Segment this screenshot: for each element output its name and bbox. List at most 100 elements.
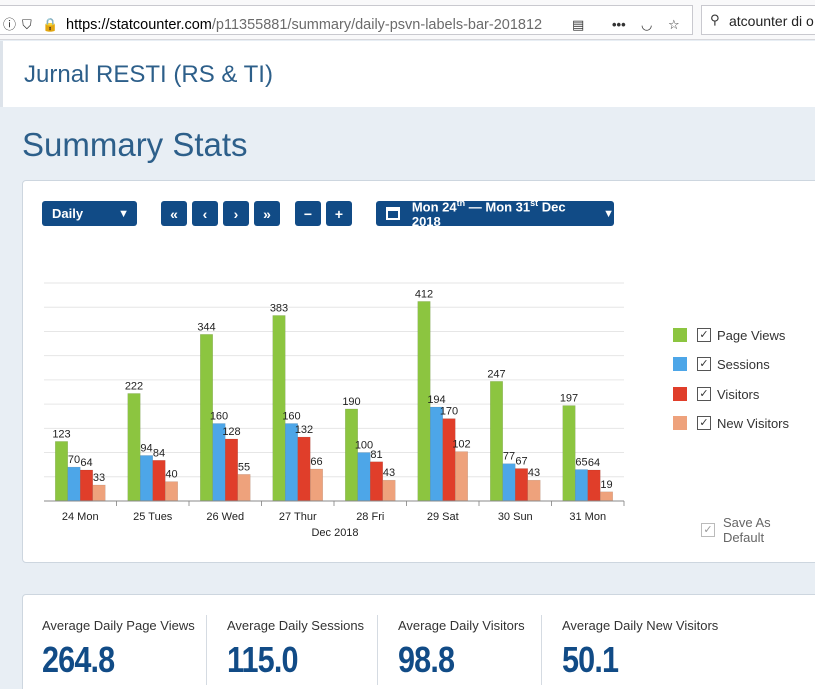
page-actions-icon[interactable]: ••• <box>612 17 626 32</box>
legend-item[interactable]: ✓ Sessions <box>673 356 770 372</box>
bar <box>575 469 588 502</box>
bar <box>370 461 383 502</box>
save-default-checkbox[interactable]: ✓ <box>701 523 715 537</box>
stat-sessions: Average Daily Sessions 115.0 <box>227 618 364 681</box>
data-label: 190 <box>342 396 360 408</box>
stat-page-views: Average Daily Page Views 264.8 <box>42 618 195 681</box>
page-title: Summary Stats <box>22 126 248 163</box>
site-title[interactable]: Jurnal RESTI (RS & TI) <box>24 61 273 88</box>
stat-label: Average Daily Visitors <box>398 618 525 633</box>
search-text[interactable]: atcounter di o <box>729 13 814 29</box>
stat-label: Average Daily New Visitors <box>562 618 719 633</box>
data-label: 132 <box>295 424 313 436</box>
period-dropdown[interactable]: Daily ▼ <box>42 201 137 226</box>
legend-checkbox[interactable]: ✓ <box>697 328 711 342</box>
data-label: 100 <box>355 440 373 452</box>
legend-item[interactable]: ✓ New Visitors <box>673 415 789 431</box>
data-label: 66 <box>310 456 322 468</box>
period-label: Daily <box>52 206 84 221</box>
bar <box>297 436 311 502</box>
bar <box>600 491 613 502</box>
data-label: 84 <box>153 447 165 459</box>
data-label: 247 <box>487 368 505 380</box>
data-label: 81 <box>370 449 382 461</box>
bar <box>587 469 601 502</box>
legend-swatch <box>673 357 687 371</box>
stat-new-visitors: Average Daily New Visitors 50.1 <box>562 618 718 681</box>
calendar-icon <box>386 207 400 220</box>
date-range-picker[interactable]: Mon 24th — Mon 31st Dec 2018 ▼ <box>376 198 614 229</box>
reader-view-icon[interactable]: ▤ <box>572 17 585 32</box>
data-label: 194 <box>427 394 445 406</box>
search-icon: ⚲ <box>710 12 720 27</box>
bar <box>345 408 358 502</box>
pocket-icon[interactable]: ◡ <box>641 17 653 32</box>
x-tick-label: 30 Sun <box>498 511 533 523</box>
zoom-in-button[interactable]: + <box>326 201 352 226</box>
search-box[interactable]: ⚲ atcounter di o <box>701 5 815 35</box>
data-label: 128 <box>222 426 240 438</box>
last-period-button[interactable]: » <box>254 201 280 226</box>
bar <box>515 468 528 502</box>
legend-item[interactable]: ✓ Page Views <box>673 327 785 343</box>
bar <box>92 484 106 502</box>
first-period-button[interactable]: « <box>161 201 187 226</box>
data-label: 33 <box>93 472 105 484</box>
legend-swatch <box>673 387 687 401</box>
divider <box>206 615 207 685</box>
bar <box>442 418 456 502</box>
legend-checkbox[interactable]: ✓ <box>697 387 711 401</box>
data-label: 160 <box>210 410 228 422</box>
bar <box>430 406 443 502</box>
data-label: 383 <box>270 302 288 314</box>
data-label: 344 <box>197 321 215 333</box>
stat-value: 50.1 <box>562 639 619 680</box>
save-default-label: Save As Default <box>722 515 771 545</box>
info-icon[interactable]: ⓘ <box>3 17 17 32</box>
data-label: 55 <box>238 461 250 473</box>
legend-checkbox[interactable]: ✓ <box>697 357 711 371</box>
bar <box>310 468 323 502</box>
lock-icon[interactable]: 🔒 <box>42 17 59 32</box>
bar <box>502 463 516 502</box>
tracking-shield-icon[interactable]: ⛉ <box>22 17 32 32</box>
legend-checkbox[interactable]: ✓ <box>697 416 711 430</box>
chevron-left-icon: ‹ <box>202 205 208 222</box>
data-label: 197 <box>560 393 578 405</box>
data-label: 19 <box>600 479 612 491</box>
legend-item[interactable]: ✓ Visitors <box>673 386 759 402</box>
bar <box>490 381 503 502</box>
bar <box>152 460 166 502</box>
site-header: Jurnal RESTI (RS & TI) <box>0 41 815 107</box>
bar <box>165 481 178 502</box>
stat-visitors: Average Daily Visitors 98.8 <box>398 618 525 681</box>
zoom-out-button[interactable]: − <box>295 201 321 226</box>
legend-label: New Visitors <box>717 415 790 431</box>
address-bar[interactable]: ⓘ ⛉ 🔒 https://statcounter.com/p11355881/… <box>0 5 693 35</box>
save-default-option[interactable]: ✓ Save As Default <box>701 515 815 545</box>
data-label: 70 <box>68 454 80 466</box>
data-label: 40 <box>165 469 177 481</box>
stat-value: 115.0 <box>227 639 298 680</box>
url-text[interactable]: https://statcounter.com/p11355881/summar… <box>66 17 543 33</box>
data-label: 160 <box>282 410 300 422</box>
summary-stats-card <box>22 594 815 689</box>
x-tick-label: 26 Wed <box>206 511 244 523</box>
previous-period-button[interactable]: ‹ <box>192 201 218 226</box>
data-label: 77 <box>503 451 515 463</box>
data-label: 64 <box>588 457 600 469</box>
bar <box>357 452 371 502</box>
bar <box>527 479 541 502</box>
data-label: 222 <box>125 380 143 392</box>
data-label: 64 <box>80 457 92 469</box>
bar <box>67 466 81 502</box>
data-label: 412 <box>415 288 433 300</box>
bar <box>55 441 68 502</box>
x-tick-label: 24 Mon <box>62 511 99 523</box>
legend-label: Sessions <box>717 356 770 372</box>
data-label: 65 <box>575 457 587 469</box>
x-tick-label: 31 Mon <box>569 511 606 523</box>
next-period-button[interactable]: › <box>223 201 249 226</box>
bookmark-star-icon[interactable]: ☆ <box>668 17 680 32</box>
bar <box>80 469 93 502</box>
